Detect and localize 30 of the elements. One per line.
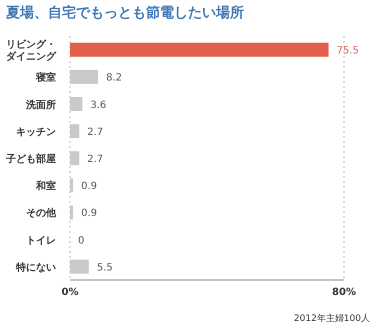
bar — [70, 151, 80, 166]
chart-title: 夏場、自宅でもっとも節電したい場所 — [6, 4, 244, 22]
bar — [70, 260, 89, 274]
data-label: 75.5 — [336, 46, 359, 57]
data-label: 3.6 — [90, 100, 106, 111]
data-label: 2.7 — [87, 154, 104, 165]
data-label: 8.2 — [106, 72, 122, 84]
data-label: 5.5 — [96, 262, 113, 274]
y-tick-label: 寝室 — [35, 72, 56, 84]
bar — [70, 42, 329, 57]
y-tick-label: 洗面所 — [25, 98, 56, 111]
data-label: 0.9 — [81, 208, 97, 220]
y-tick-label: キッチン — [16, 126, 56, 138]
bar — [70, 97, 82, 111]
bar — [70, 124, 80, 138]
data-label: 0.9 — [81, 181, 97, 192]
x-tick-label: 0% — [62, 287, 78, 298]
y-tick-label: 子ども部屋 — [5, 153, 56, 165]
data-label: 2.7 — [87, 126, 104, 138]
y-tick-label: 特にない — [15, 261, 56, 274]
y-tick-label: リビング・ダイニング — [6, 38, 57, 63]
bar — [70, 70, 98, 84]
data-label: 0 — [78, 235, 84, 246]
bar — [70, 178, 74, 192]
bar — [70, 205, 74, 220]
text: 2012年主婦100人 — [294, 312, 370, 325]
y-tick-label: その他 — [26, 207, 57, 220]
x-tick-label: 80% — [332, 287, 356, 298]
y-tick-label: トイレ — [26, 235, 56, 246]
y-tick-label: 和室 — [35, 180, 56, 192]
